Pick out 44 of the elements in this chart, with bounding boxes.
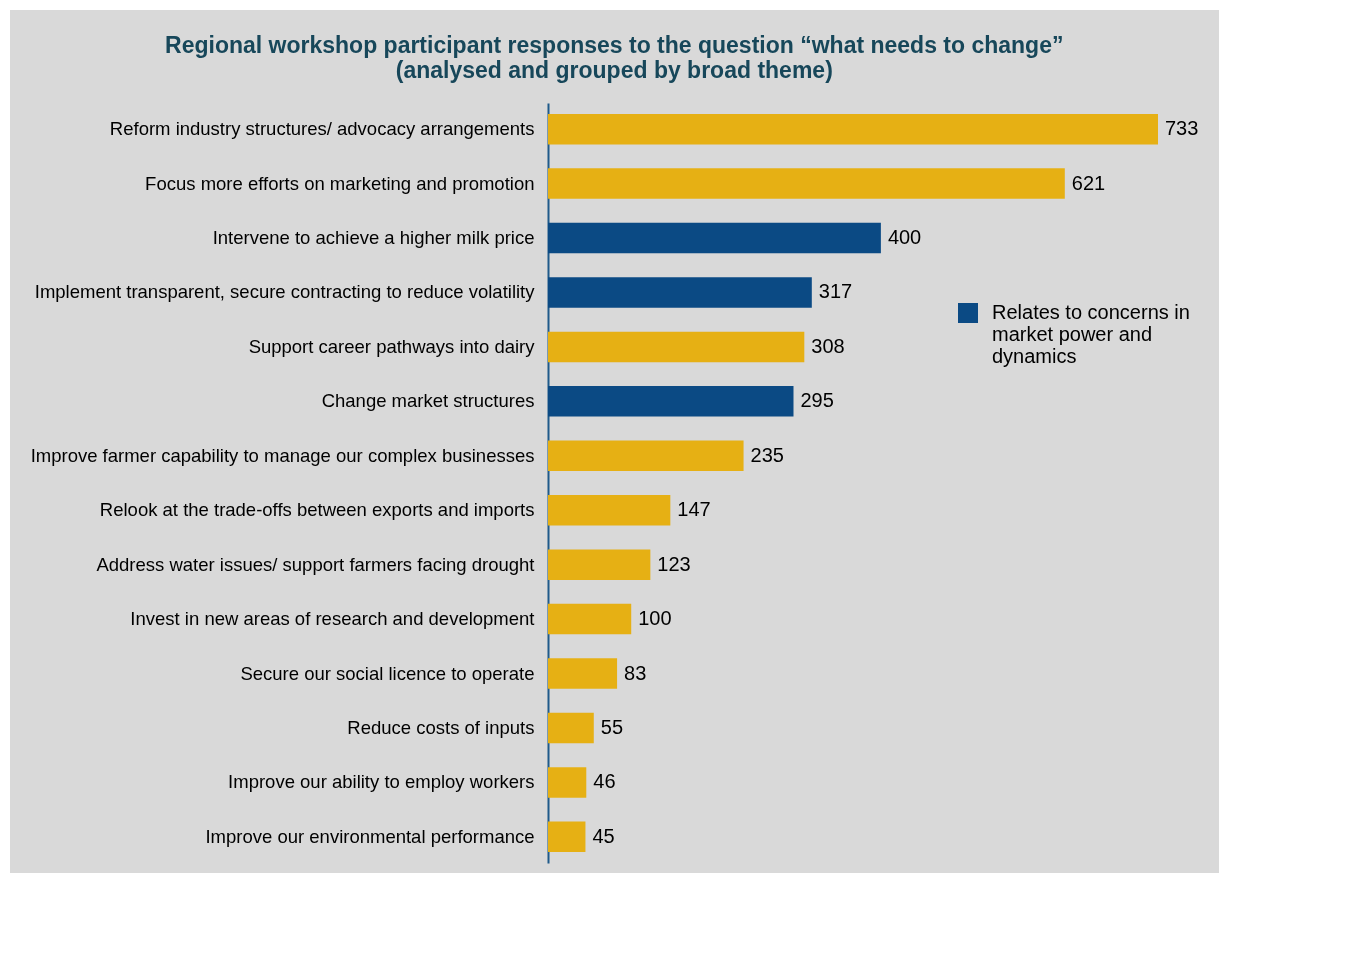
data-label: 621 bbox=[1071, 171, 1106, 194]
y-tick-label: Address water issues/ support farmers facing drought bbox=[96, 553, 535, 575]
legend-label: Relates to concerns in market power and dynamics bbox=[992, 301, 1190, 367]
bar bbox=[548, 113, 1158, 145]
y-tick-label: Relook at the trade-offs between exports and imports bbox=[99, 499, 535, 521]
y-tick-label: Intervene to achieve a higher milk price bbox=[212, 227, 535, 249]
y-tick-label: Secure our social licence to operate bbox=[240, 662, 535, 684]
bar bbox=[548, 712, 594, 744]
bar bbox=[548, 767, 587, 798]
data-label: 123 bbox=[657, 552, 691, 575]
y-tick-label: Improve farmer capability to manage our complex businesses bbox=[30, 444, 535, 466]
bar bbox=[548, 440, 744, 472]
bar bbox=[548, 386, 794, 417]
y-tick-label: Invest in new areas of research and development bbox=[130, 608, 535, 630]
data-label: 55 bbox=[600, 715, 624, 738]
bar bbox=[548, 603, 632, 635]
bar bbox=[548, 549, 651, 580]
data-label: 400 bbox=[887, 226, 922, 249]
y-tick-label: Implement transparent, secure contracting to reduce volatility bbox=[34, 281, 536, 303]
y-tick-label: Change market structures bbox=[321, 390, 535, 412]
bar bbox=[548, 331, 805, 363]
y-tick-label: Reduce costs of inputs bbox=[347, 716, 535, 738]
data-label: 295 bbox=[800, 389, 834, 412]
y-tick-label: Support career pathways into dairy bbox=[248, 335, 536, 357]
data-label: 235 bbox=[750, 443, 784, 466]
data-label: 83 bbox=[624, 661, 647, 684]
y-tick-label: Improve our ability to employ workers bbox=[228, 771, 535, 793]
bar bbox=[548, 277, 812, 308]
chart-title: Regional workshop participant responses to the question “what needs to change” (analysed and grouped by broad theme) bbox=[165, 32, 1064, 83]
data-label: 46 bbox=[593, 770, 616, 793]
data-label: 308 bbox=[811, 334, 845, 357]
y-tick-label: Reform industry structures/ advocacy arrangements bbox=[109, 118, 535, 140]
data-label: 100 bbox=[638, 607, 672, 630]
bar bbox=[548, 222, 881, 254]
y-tick-label: Focus more efforts on marketing and promotion bbox=[145, 172, 535, 194]
data-label: 45 bbox=[592, 824, 615, 847]
bar bbox=[548, 658, 618, 689]
y-tick-label: Improve our environmental performance bbox=[205, 825, 535, 847]
bar bbox=[548, 168, 1065, 199]
data-label: 733 bbox=[1165, 117, 1199, 140]
data-label: 317 bbox=[818, 280, 853, 303]
bar bbox=[548, 821, 586, 853]
bar bbox=[548, 494, 671, 526]
data-label: 147 bbox=[677, 498, 711, 521]
